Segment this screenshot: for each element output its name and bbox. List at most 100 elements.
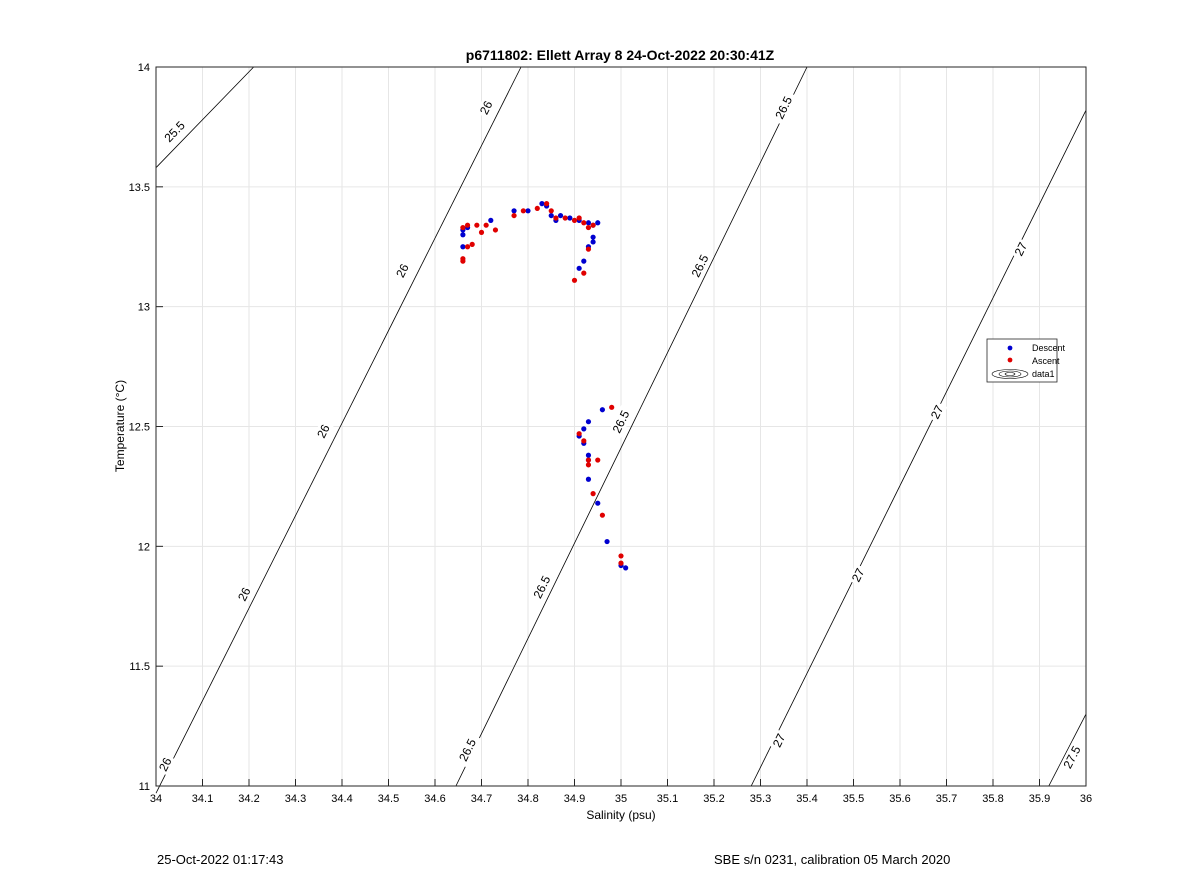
legend[interactable]: Descent Ascent data1 <box>986 338 1066 383</box>
ascent-point <box>548 208 554 214</box>
descent-point <box>576 265 582 271</box>
ascent-point <box>585 457 592 463</box>
ascent-point <box>581 270 587 276</box>
descent-point <box>590 234 596 240</box>
contour-label-bg <box>607 404 635 440</box>
ascent-point <box>492 227 499 233</box>
contour-label-bg <box>1058 739 1086 775</box>
descent-point <box>460 232 466 238</box>
descent-point <box>585 452 592 458</box>
descent-point <box>585 419 592 425</box>
ascent-point <box>511 212 517 219</box>
contour-label-bg <box>847 563 869 587</box>
ascent-point <box>571 277 578 283</box>
x-tick-label: 34.1 <box>192 793 213 805</box>
contour-line-26-5 <box>455 66 808 787</box>
x-tick-label: 35.8 <box>982 793 1003 805</box>
ascent-point <box>464 244 471 250</box>
x-tick-label: 35.7 <box>936 793 957 805</box>
axis-ticks: 34 34.1 34.2 34.3 34.4 34.5 34.6 34.7 34.8 34.9 35… <box>129 62 1093 805</box>
contour-label-bg <box>454 732 481 768</box>
x-tick-label: 35.1 <box>657 793 678 805</box>
ascent-point <box>469 241 475 247</box>
descent-point <box>548 212 554 219</box>
x-tick-label: 34.2 <box>238 793 259 805</box>
ascent-point <box>590 491 596 497</box>
legend-ascent-marker <box>1007 357 1013 363</box>
x-axis-label: Salinity (psu) <box>586 808 655 822</box>
contour-label: 27 <box>770 731 789 749</box>
ascent-point <box>595 457 601 463</box>
x-tick-label: 34 <box>150 793 162 805</box>
ascent-point <box>464 222 471 228</box>
contour-label-bg <box>313 420 334 443</box>
descent-point <box>590 239 596 245</box>
x-tick-label: 35.6 <box>889 793 910 805</box>
descent-point <box>595 220 601 226</box>
ascent-point <box>576 431 582 437</box>
contour-label-bg <box>686 248 714 284</box>
contour-label-bg <box>234 583 255 606</box>
x-tick-label: 35.3 <box>750 793 771 805</box>
footer-timestamp: 25-Oct-2022 01:17:43 <box>157 852 284 867</box>
legend-descent-label: Descent <box>1032 343 1066 353</box>
contour-label-bg <box>475 96 497 119</box>
descent-point <box>557 212 564 219</box>
ascent-point <box>534 205 540 212</box>
x-tick-label: 35.4 <box>796 793 817 805</box>
ascent-point <box>474 222 480 228</box>
ascent-point <box>599 512 606 518</box>
descent-point <box>595 500 601 506</box>
y-tick-label: 13.5 <box>129 182 150 194</box>
x-tick-label: 36 <box>1080 793 1092 805</box>
contour-label-bg <box>392 259 413 282</box>
ascent-point <box>553 215 559 221</box>
descent-point <box>539 201 545 207</box>
contour-label-bg <box>155 753 176 776</box>
x-tick-label: 34.7 <box>471 793 492 805</box>
contour-label: 26 <box>477 98 496 117</box>
descent-point <box>511 208 517 214</box>
descent-point <box>581 258 587 264</box>
descent-point <box>567 215 573 221</box>
contour-label-bg <box>770 90 798 126</box>
legend-box <box>986 338 1058 383</box>
x-tick-label: 35.2 <box>703 793 724 805</box>
ascent-point <box>460 258 466 264</box>
ascent-point <box>576 215 582 221</box>
legend-contour-icon <box>991 369 1029 379</box>
contour-label: 27 <box>928 403 947 421</box>
y-tick-label: 14 <box>138 62 150 74</box>
contour-label: 27 <box>849 566 868 584</box>
y-tick-label: 12 <box>138 541 150 553</box>
descent-point <box>460 244 466 250</box>
ascent-point <box>581 438 587 444</box>
grid-lines <box>156 67 1086 786</box>
ascent-point <box>609 404 615 410</box>
y-axis-label: Temperature (°C) <box>113 380 127 472</box>
contour-label-bg <box>768 729 790 752</box>
x-tick-label: 34.3 <box>285 793 306 805</box>
descent-point <box>623 565 629 571</box>
y-tick-label: 12.5 <box>129 422 150 434</box>
y-tick-label: 13 <box>138 302 150 314</box>
ascent-point <box>585 462 592 468</box>
ascent-point <box>562 215 568 221</box>
contour-label: 26 <box>314 422 333 441</box>
descent-point <box>585 476 592 482</box>
descent-point <box>581 426 587 432</box>
ascent-point <box>571 217 578 223</box>
ascent-point <box>520 208 526 214</box>
ascent-series <box>460 201 624 566</box>
ascent-point <box>581 220 587 226</box>
x-tick-label: 34.5 <box>378 793 399 805</box>
legend-data1-label: data1 <box>1032 369 1055 379</box>
ascent-point <box>618 553 624 559</box>
ascent-point <box>590 222 596 228</box>
x-tick-label: 34.6 <box>424 793 445 805</box>
x-tick-label: 35 <box>615 793 627 805</box>
contour-label: 26 <box>156 755 175 774</box>
x-tick-label: 35.9 <box>1029 793 1050 805</box>
contour-label: 26 <box>235 585 254 604</box>
